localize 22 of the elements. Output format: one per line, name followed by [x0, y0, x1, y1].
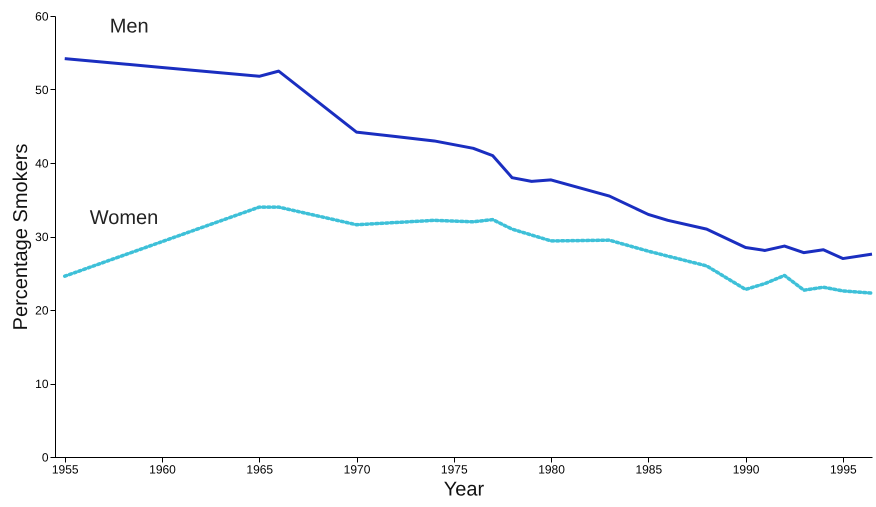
- x-tick-label: 1955: [52, 462, 79, 476]
- line-series: [62, 205, 874, 295]
- y-tick-label: 60: [35, 10, 49, 24]
- x-tick-label: 1965: [246, 462, 274, 476]
- y-tick-label: 0: [42, 450, 49, 464]
- x-tick-label: 1975: [440, 462, 468, 476]
- series-label: Men: [110, 16, 149, 38]
- x-tick-label: 1980: [538, 462, 566, 476]
- y-tick-label: 10: [35, 377, 49, 391]
- x-axis-title: Year: [444, 478, 485, 500]
- series-label: Women: [90, 207, 158, 230]
- x-tick-label: 1995: [830, 462, 857, 476]
- x-tick-label: 1970: [344, 462, 371, 476]
- y-tick-label: 30: [35, 230, 49, 244]
- x-tick-label: 1960: [149, 462, 176, 476]
- x-tick-label: 1990: [732, 462, 760, 476]
- y-axis-title: Percentage Smokers: [10, 144, 32, 330]
- x-tick-label: 1985: [635, 462, 662, 476]
- y-tick-label: 50: [35, 83, 49, 97]
- y-tick-label: 20: [35, 304, 49, 318]
- line-series: [63, 57, 874, 260]
- y-tick-label: 40: [35, 156, 49, 170]
